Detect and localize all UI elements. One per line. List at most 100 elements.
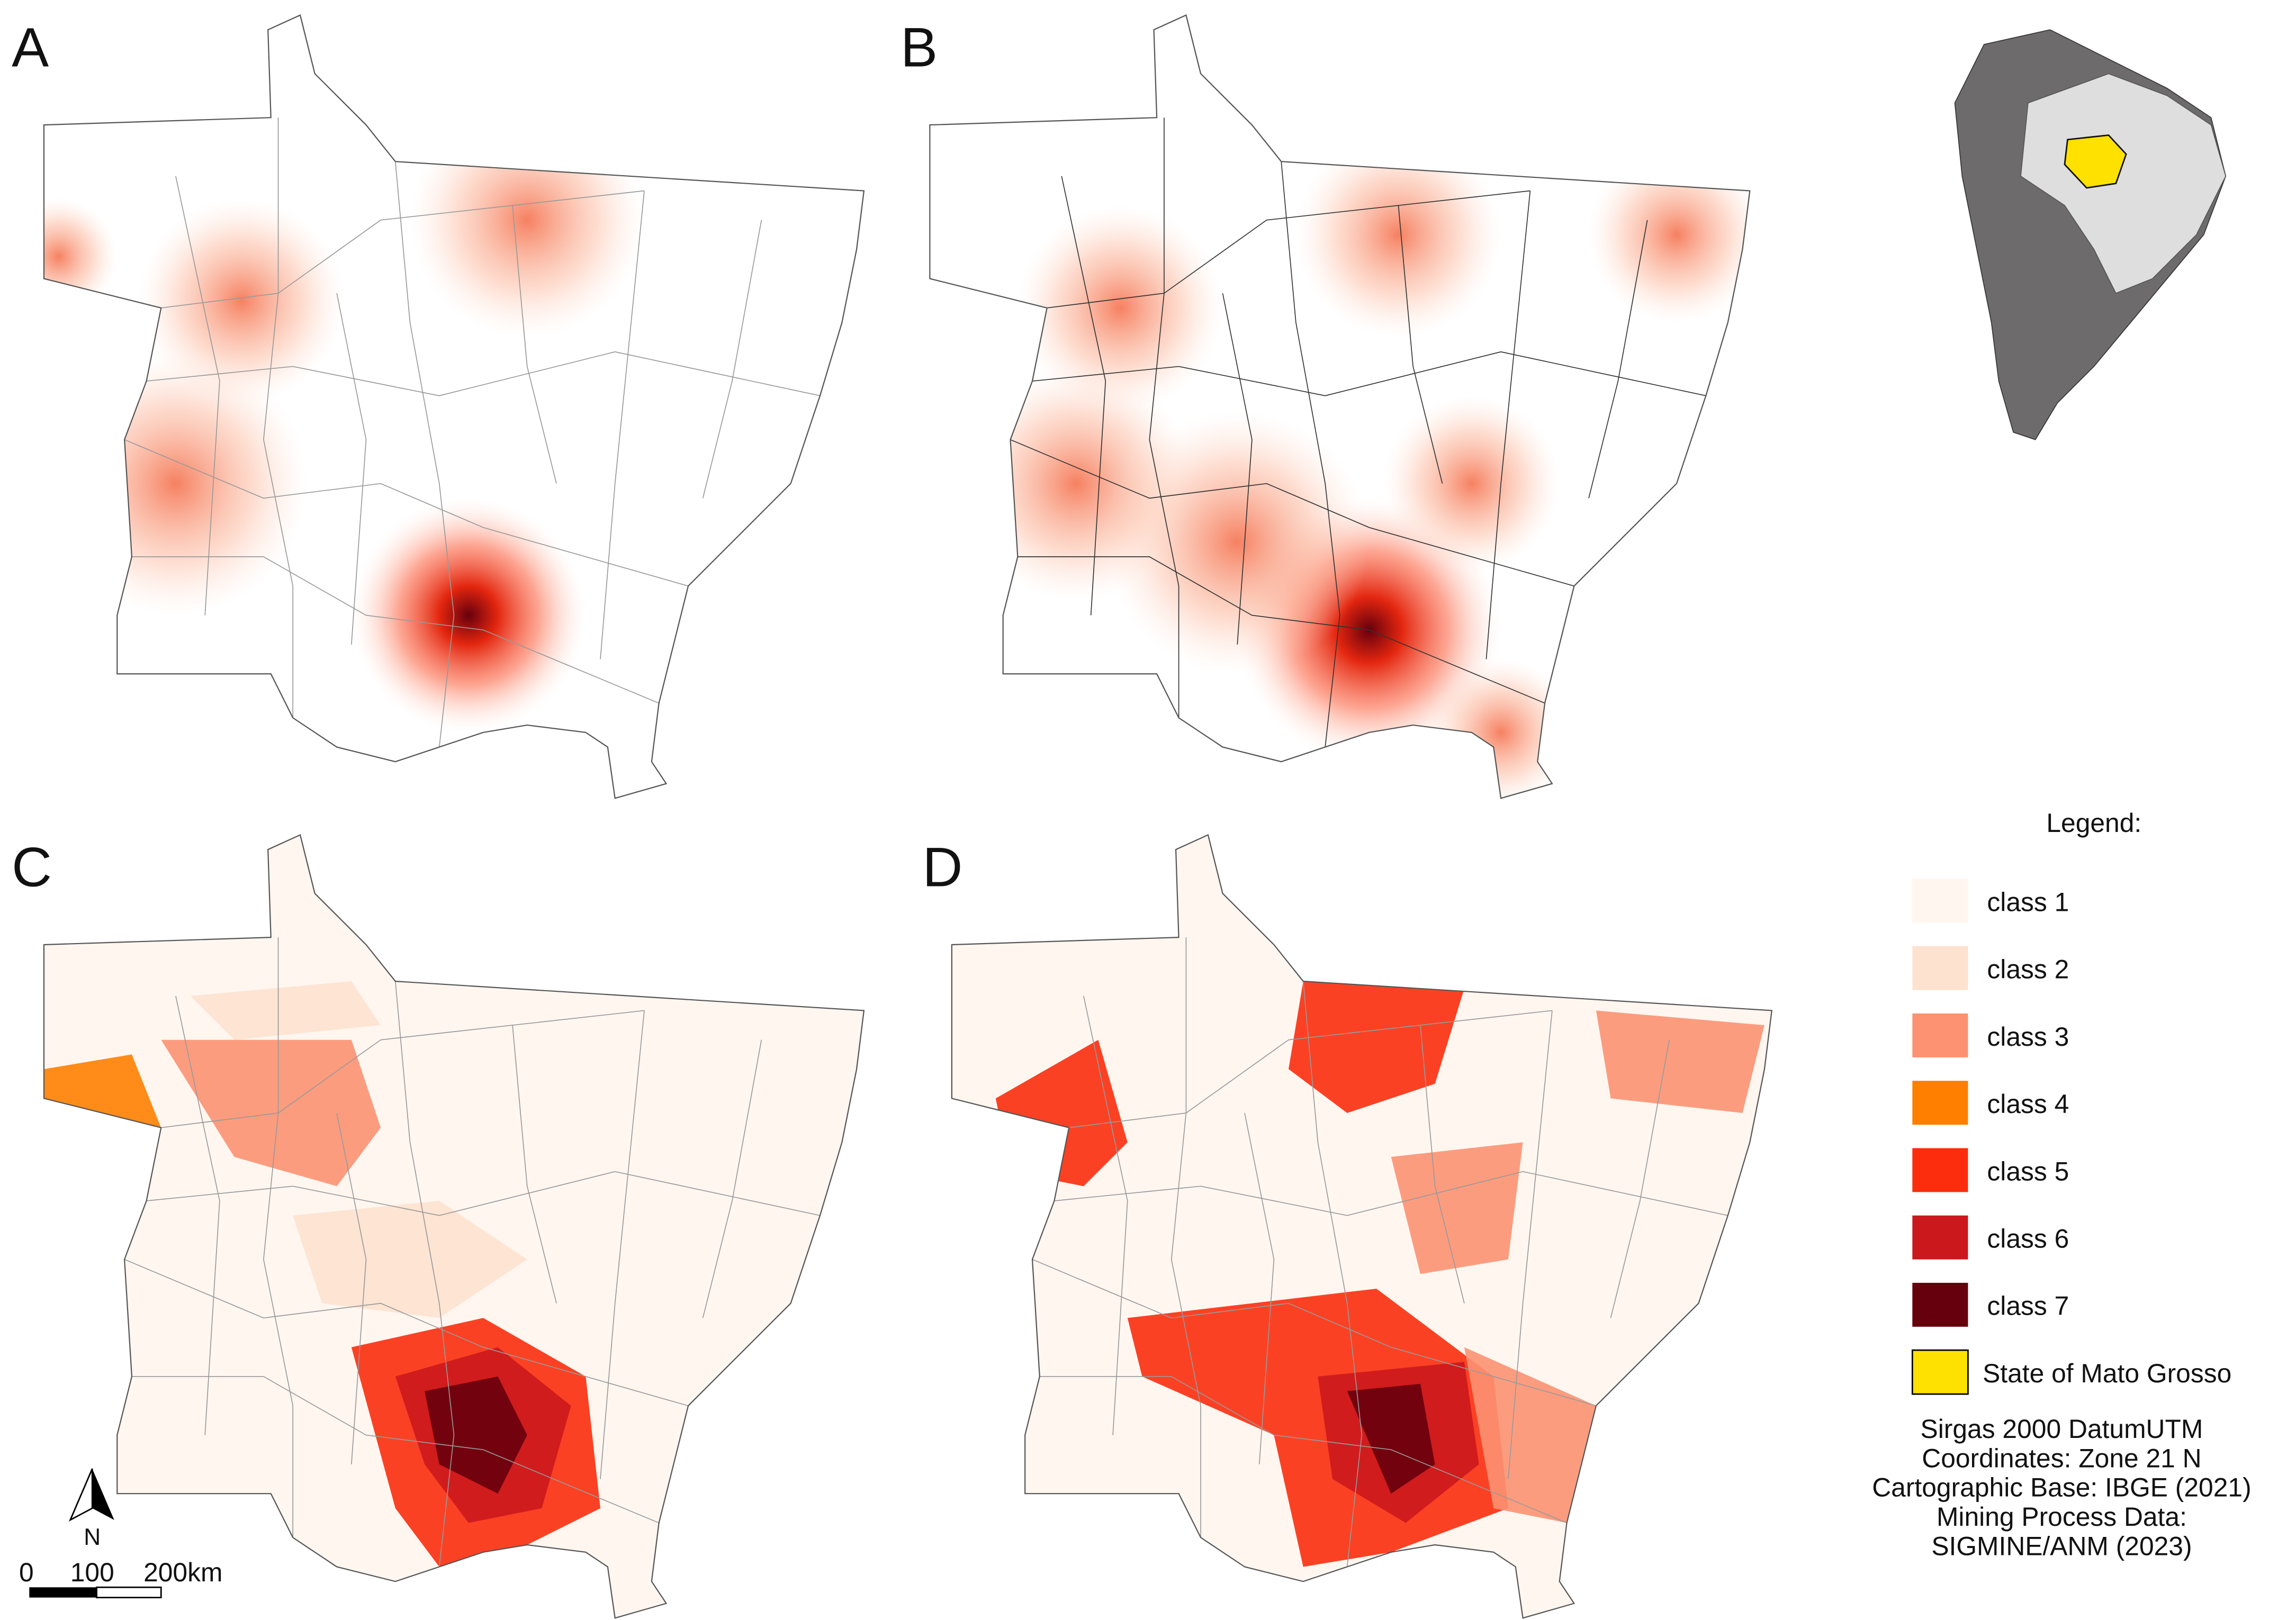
- municipality-border: [512, 205, 557, 484]
- state-outline: [43, 14, 865, 799]
- municipality-border: [175, 995, 220, 1435]
- municipality-class: [161, 1039, 381, 1187]
- density-blob: [1383, 395, 1560, 572]
- municipality-border: [1170, 937, 1201, 1538]
- municipality-border: [512, 1025, 557, 1304]
- municipality-border: [175, 176, 220, 616]
- scale-label: 100: [70, 1558, 114, 1587]
- density-blob: [1018, 205, 1223, 411]
- municipality-border: [1485, 191, 1531, 659]
- municipality-border: [336, 1112, 367, 1464]
- municipality-border: [1018, 556, 1545, 704]
- municipality-border: [1069, 1010, 1552, 1128]
- legend-swatch: [1912, 1081, 1968, 1125]
- municipality-border: [146, 1171, 821, 1216]
- credit-line: Sirgas 2000 DatumUTM: [1921, 1414, 2203, 1444]
- state-content: [995, 937, 1764, 1567]
- brazil: [2020, 73, 2227, 294]
- north-arrow-dark: [92, 1469, 114, 1520]
- municipality-class: [1464, 1347, 1596, 1523]
- municipality-border: [1047, 190, 1530, 309]
- state-content: [43, 937, 821, 1567]
- municipality-border: [1508, 1010, 1553, 1479]
- municipality-class: [43, 1054, 161, 1128]
- municipality-border: [124, 1259, 689, 1407]
- legend-swatch: [1912, 879, 1968, 923]
- municipality-class: [293, 1201, 527, 1318]
- credit-line: Cartographic Base: IBGE (2021): [1872, 1473, 2251, 1503]
- municipality-border: [1281, 161, 1340, 747]
- municipality-class: [1289, 981, 1464, 1114]
- legend-label: class 6: [1987, 1224, 2069, 1254]
- municipality-border: [1222, 293, 1253, 645]
- municipality-border: [1244, 1112, 1275, 1464]
- legend-swatch: [1912, 1282, 1968, 1327]
- municipality-class: [1596, 1010, 1764, 1114]
- mato-grosso-inset: [2064, 134, 2127, 189]
- map-panel: A: [12, 14, 865, 799]
- legend-label: State of Mato Grosso: [1983, 1359, 2231, 1388]
- municipality-border: [1010, 439, 1574, 587]
- scale-bar-white: [96, 1586, 162, 1598]
- map-panel: B: [901, 14, 1751, 799]
- municipality-border: [1398, 205, 1443, 484]
- state-outline: [929, 14, 1751, 799]
- municipality-border: [1032, 351, 1706, 396]
- state-outline: [43, 834, 865, 1619]
- municipality-border: [394, 981, 455, 1567]
- map-panel: C: [12, 834, 865, 1619]
- legend-label: class 7: [1987, 1291, 2069, 1321]
- density-blob: [410, 103, 645, 338]
- legend-label: class 4: [1987, 1089, 2069, 1119]
- state-content: [959, 117, 1750, 799]
- north-arrow: [68, 1468, 93, 1522]
- legend-label: class 5: [1987, 1156, 2069, 1186]
- legend-swatch: [1912, 1013, 1968, 1057]
- density-blob: [351, 498, 586, 732]
- legend-swatch: [1911, 1349, 1969, 1395]
- inset-map: [1954, 29, 2227, 440]
- credit-line: SIGMINE/ANM (2023): [1931, 1531, 2192, 1561]
- scale-label: 200km: [143, 1558, 222, 1587]
- state-outline: [951, 834, 1773, 1619]
- density-blob: [43, 198, 118, 315]
- municipality-border: [394, 161, 455, 747]
- municipality-border: [1083, 995, 1128, 1435]
- scale-label: 0: [19, 1558, 34, 1587]
- legend-label: class 3: [1987, 1022, 2069, 1052]
- municipality-border: [263, 117, 294, 718]
- municipality-border: [702, 1039, 762, 1318]
- municipality-border: [146, 351, 821, 396]
- legend-label: class 2: [1987, 955, 2069, 984]
- municipality-border: [1149, 117, 1179, 718]
- municipality-border: [1610, 1039, 1670, 1318]
- density-blob: [959, 366, 1194, 601]
- municipality-border: [263, 937, 294, 1538]
- panel-label: B: [901, 16, 938, 78]
- municipality-border: [131, 556, 659, 704]
- municipality-border: [131, 1376, 659, 1524]
- municipality-class: [1391, 1142, 1523, 1274]
- municipality-border: [1588, 220, 1648, 499]
- municipality-border: [702, 220, 762, 499]
- panel-label: A: [12, 16, 49, 78]
- panel-label: C: [12, 836, 52, 898]
- legend-swatch: [1912, 1215, 1968, 1260]
- municipality-border: [1032, 1259, 1597, 1407]
- scale-bar-black: [29, 1587, 97, 1598]
- credit-line: Coordinates: Zone 21 N: [1922, 1443, 2201, 1473]
- map-panel: D: [923, 834, 1773, 1619]
- municipality-border: [161, 1010, 645, 1128]
- municipality-border: [124, 439, 689, 587]
- credit-line: Mining Process Data:: [1937, 1502, 2187, 1532]
- north-label: N: [84, 1524, 101, 1550]
- municipality-border: [600, 191, 645, 659]
- municipality-border: [336, 293, 367, 645]
- municipality-border: [161, 190, 645, 309]
- municipality-border: [1054, 1171, 1728, 1216]
- municipality-border: [1061, 176, 1106, 616]
- density-blob: [139, 198, 344, 403]
- legend-swatch: [1912, 1148, 1968, 1192]
